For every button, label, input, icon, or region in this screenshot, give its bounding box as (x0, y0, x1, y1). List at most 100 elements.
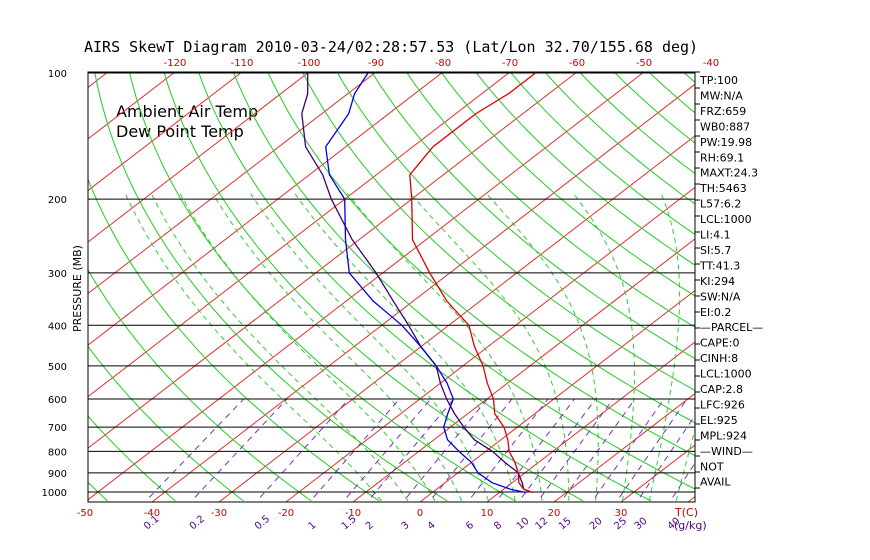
mixing-ratio-line (563, 398, 636, 498)
index-entry: L57:6.2 (700, 198, 741, 211)
index-entry: RH:69.1 (700, 151, 744, 164)
dry-adiabat-line (88, 268, 312, 502)
legend-ambient-air-temp: Ambient Air Temp (116, 102, 258, 121)
index-entry: —WIND— (700, 445, 753, 458)
bottom-temp-tick-label: -50 (77, 508, 93, 519)
dry-adiabat-line (198, 72, 652, 502)
top-temp-tick-label: -60 (569, 58, 585, 69)
dry-adiabat-line (267, 72, 695, 457)
mixing-ratio-tick-label: 4 (426, 520, 438, 533)
stability-indices: TP:100 MW:N/A FRZ:659 WB0:887 PW:19.98 RH:69.… (699, 74, 763, 489)
pressure-tick-label: 500 (48, 362, 67, 373)
series-line-dew-point-temp (325, 72, 527, 494)
top-temp-tick-label: -120 (164, 58, 187, 69)
moist-adiabat-line (294, 193, 516, 502)
bottom-temp-tick-label: 0 (417, 508, 423, 519)
bottom-temp-tick-label: 10 (481, 508, 494, 519)
index-entry: FRZ:659 (700, 105, 746, 118)
bottom-temp-tick-label: 20 (548, 508, 561, 519)
isotherm-line (822, 72, 870, 502)
dry-adiabat-line (749, 69, 870, 501)
top-temp-tick-label: -70 (502, 58, 518, 69)
mixing-ratio-tick-label: 30 (633, 516, 650, 533)
mixing-ratio-line (194, 398, 288, 498)
index-entry: TT:41.3 (699, 259, 740, 272)
mixing-ratio-tick-label: 0.2 (188, 514, 207, 533)
bottom-temp-tick-label: -40 (144, 508, 160, 519)
mixing-ratio-line (259, 398, 350, 498)
plot-frame (87, 71, 696, 503)
isotherm-line (88, 72, 310, 243)
mixing-ratio-tick-label: 0.5 (253, 514, 272, 533)
mixing-ratio-tick-label: 6 (464, 520, 476, 533)
pressure-tick-label: 700 (48, 423, 67, 434)
top-temp-tick-label: -90 (368, 58, 384, 69)
mixing-ratio-tick-label: 10 (515, 516, 532, 533)
mixing-ratio-line (148, 398, 244, 498)
index-entry: TP:100 (699, 74, 738, 87)
axes (87, 71, 700, 503)
moist-adiabat-line (675, 427, 695, 502)
index-entry: SW:N/A (700, 290, 741, 303)
dry-adiabat-line (88, 415, 176, 502)
mixing-ratio-tick-label: 3 (400, 520, 412, 533)
top-temp-tick-label: -80 (435, 58, 451, 69)
dry-adiabat-line (853, 69, 870, 501)
mixing-ratio-tick-label: 8 (492, 520, 504, 533)
index-entry: TH:5463 (699, 182, 747, 195)
index-entry: LCL:1000 (700, 368, 752, 381)
index-entry: CINH:8 (700, 352, 738, 365)
dry-adiabat-line (88, 481, 108, 502)
mixing-ratio-label: (g/kg) (674, 519, 707, 532)
pressure-tick-label: 800 (48, 447, 67, 458)
dry-adiabat-line (818, 69, 870, 501)
isotherm-line (88, 72, 444, 346)
moist-adiabat-line (347, 193, 543, 501)
top-temp-tick-label: -50 (636, 58, 652, 69)
mixing-ratio-tick-label: 20 (588, 516, 605, 533)
pressure-tick-label: 300 (48, 269, 67, 280)
index-entry: CAP:2.8 (700, 383, 743, 396)
legend-dew-point-temp: Dew Point Temp (116, 122, 244, 141)
index-entry: LI:4.1 (700, 229, 731, 242)
profiles (301, 72, 536, 494)
moist-adiabat-line (648, 193, 681, 502)
moist-adiabat-line (573, 193, 635, 501)
bottom-temp-tick-label: -10 (345, 508, 361, 519)
moist-adiabat-line (250, 193, 489, 502)
isotherm-line (88, 72, 645, 501)
index-entry: AVAIL (700, 476, 731, 489)
dry-adiabat-line (128, 72, 516, 502)
moist-adiabat-line (179, 193, 436, 502)
index-entry: LFC:926 (700, 398, 745, 411)
isotherm-line (88, 72, 511, 398)
dry-adiabat-line (405, 72, 695, 328)
pressure-tick-label: 600 (48, 395, 67, 406)
isotherm-line (553, 392, 695, 502)
index-entry: EL:925 (700, 414, 738, 427)
index-entry: SI:5.7 (700, 244, 731, 257)
mixing-ratio-tick-label: 2 (364, 520, 376, 533)
isotherm-line (88, 72, 377, 295)
dry-adiabat-line (440, 72, 695, 297)
isotherm-line (88, 72, 243, 192)
mixing-ratio-line (499, 398, 575, 498)
index-entry: —PARCEL— (700, 321, 763, 334)
index-entry: MAXT:24.3 (700, 167, 758, 180)
isotherm-line (352, 238, 695, 502)
dry-adiabat-line (336, 72, 695, 392)
isotherm-line (88, 72, 578, 449)
moist-adiabat-line (124, 193, 382, 502)
mixing-ratio-line (594, 398, 665, 498)
mixing-ratio-line (521, 398, 596, 498)
dry-adiabat-line (301, 72, 695, 424)
bottom-temp-tick-label: 30 (615, 508, 628, 519)
moist-adiabat-line (212, 193, 463, 502)
dry-adiabat-line (163, 72, 584, 502)
series-line-ambient-air-temp (409, 72, 536, 494)
dry-adiabat-line (88, 345, 244, 502)
dry-adiabat-line (475, 72, 695, 266)
dry-adiabat-line (784, 69, 870, 501)
chart-title: AIRS SkewT Diagram 2010-03-24/02:28:57.5… (84, 38, 698, 56)
pressure-tick-label: 900 (48, 469, 67, 480)
